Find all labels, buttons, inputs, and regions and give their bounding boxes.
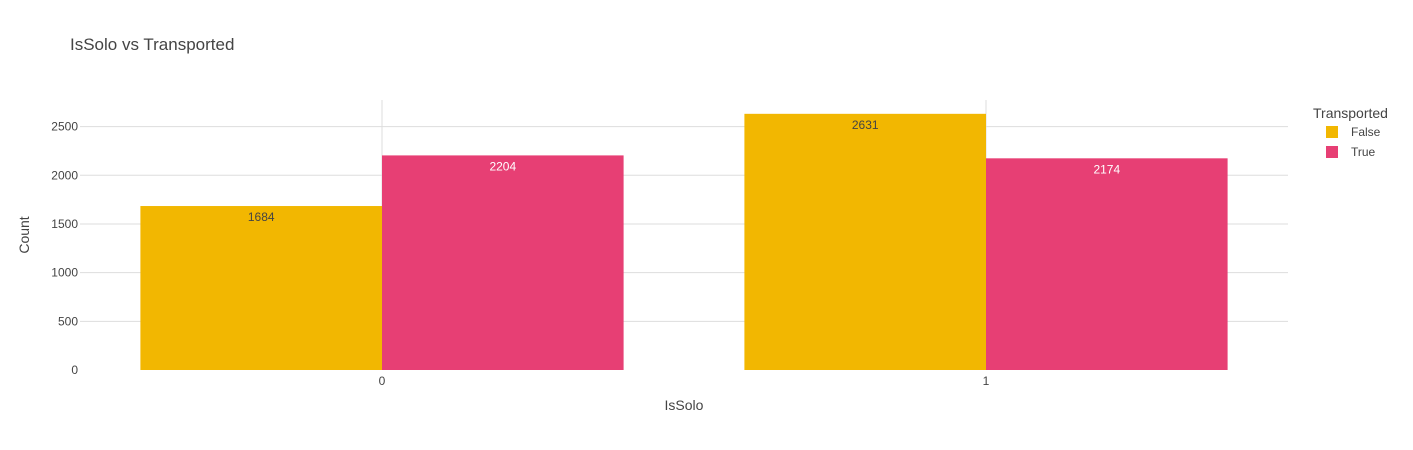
- bar-false-0[interactable]: [140, 206, 382, 370]
- legend[interactable]: Transported False True: [1313, 105, 1388, 159]
- legend-label-true[interactable]: True: [1351, 145, 1376, 159]
- chart-title: IsSolo vs Transported: [70, 35, 234, 54]
- y-tick-label: 500: [58, 314, 78, 328]
- bar-value-label: 1684: [248, 210, 275, 224]
- y-tick-label: 1500: [51, 217, 78, 231]
- y-tick-label: 2000: [51, 168, 78, 182]
- bar-true-0[interactable]: [382, 155, 624, 370]
- x-tick-label: 0: [379, 374, 386, 388]
- bar-false-1[interactable]: [744, 113, 986, 371]
- bar-value-label: 2174: [1093, 162, 1120, 176]
- x-tick-label: 1: [983, 374, 990, 388]
- legend-swatch-false[interactable]: [1326, 126, 1338, 138]
- y-axis: 0 500 1000 1500 2000 2500: [51, 120, 78, 377]
- bar-labels: 1684 2631 2204 2174: [248, 118, 1121, 224]
- y-axis-title: Count: [16, 216, 32, 253]
- bar-true-1[interactable]: [986, 158, 1228, 370]
- x-axis-title: IsSolo: [665, 397, 704, 413]
- y-tick-label: 2500: [51, 120, 78, 134]
- legend-label-false[interactable]: False: [1351, 125, 1381, 139]
- legend-swatch-true[interactable]: [1326, 146, 1338, 158]
- bars: [140, 113, 1228, 371]
- y-tick-label: 0: [71, 363, 78, 377]
- bar-value-label: 2631: [852, 118, 879, 132]
- y-tick-label: 1000: [51, 266, 78, 280]
- legend-title: Transported: [1313, 105, 1388, 121]
- bar-value-label: 2204: [489, 159, 516, 173]
